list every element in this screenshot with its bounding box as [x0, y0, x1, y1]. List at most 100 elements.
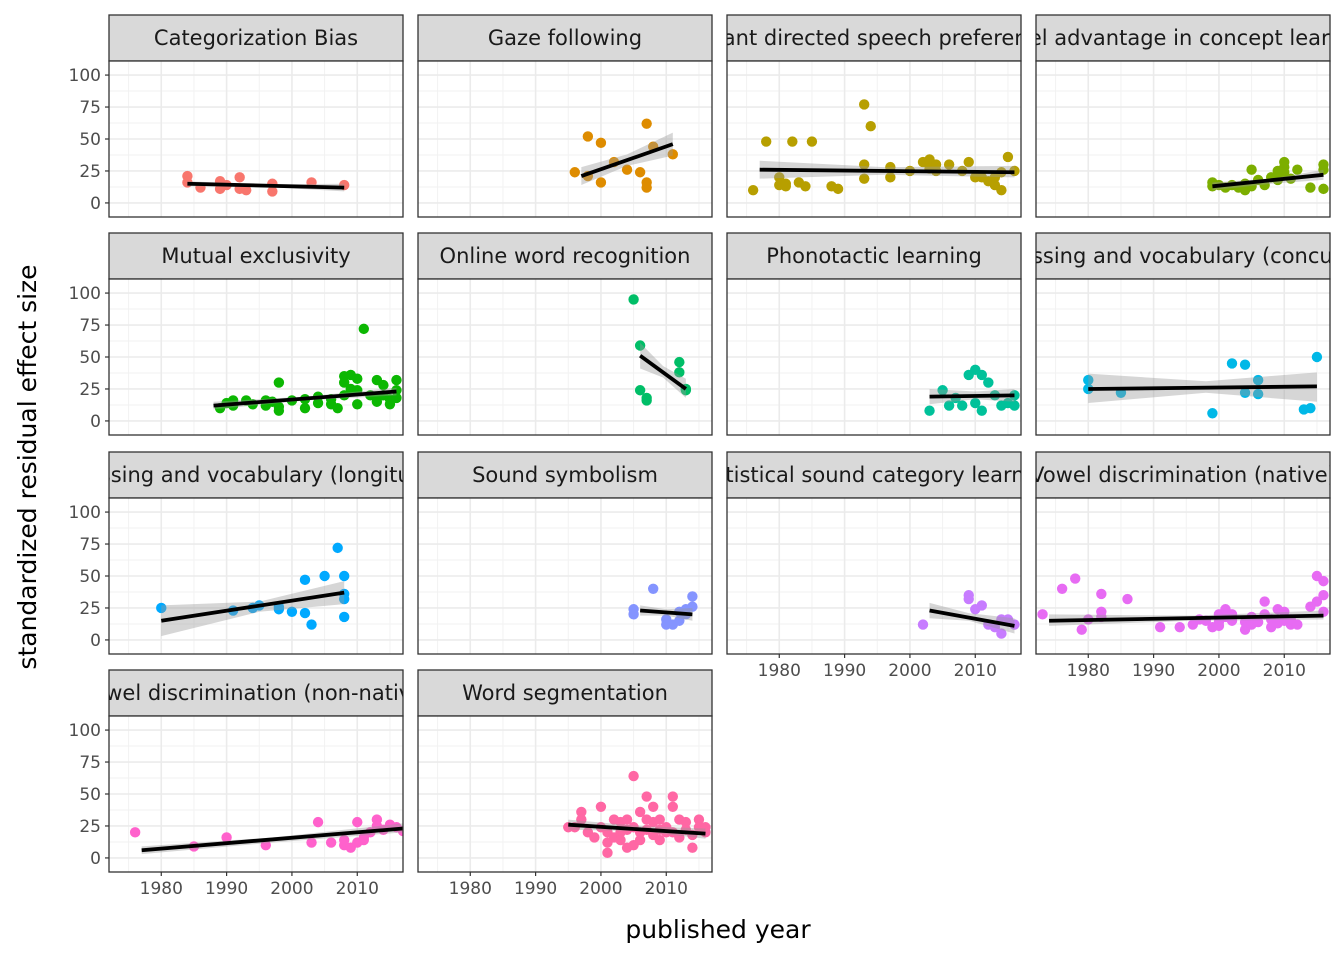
- trend-line: [1088, 384, 1317, 391]
- data-point: [339, 377, 350, 388]
- data-point: [1292, 619, 1303, 630]
- facet-panel: Vowel discrimination (native) 1980 1990 200…: [1030, 451, 1336, 681]
- data-point: [648, 801, 659, 812]
- data-point: [634, 340, 646, 351]
- data-point: [780, 181, 791, 192]
- data-point: [1305, 402, 1316, 414]
- data-point: [299, 574, 311, 586]
- trend-line: [141, 826, 403, 853]
- trend-line: [187, 181, 345, 190]
- data-point: [667, 791, 678, 802]
- data-point: [576, 814, 587, 825]
- x-tick-label: 1980: [758, 661, 801, 681]
- data-point: [924, 405, 935, 416]
- facet-title: Processing and vocabulary (concurrent): [974, 244, 1344, 268]
- panel-border: [417, 60, 713, 218]
- data-point: [761, 136, 772, 147]
- facet-strip: [417, 14, 713, 62]
- data-point: [674, 832, 685, 843]
- facet-strip: [417, 451, 713, 499]
- data-point: [937, 385, 948, 396]
- data-point: [667, 801, 678, 812]
- data-layer: [569, 118, 678, 193]
- data-point: [378, 379, 389, 391]
- data-point: [1246, 164, 1257, 175]
- data-point: [943, 400, 955, 411]
- data-point: [615, 834, 626, 846]
- data-point: [1213, 620, 1225, 632]
- data-point: [800, 181, 811, 192]
- data-point: [963, 593, 974, 605]
- y-tick-label: 25: [79, 162, 101, 182]
- data-point: [595, 177, 607, 188]
- data-point: [859, 99, 870, 110]
- facet-title: Vowel discrimination (native): [1030, 463, 1336, 487]
- data-point: [1226, 358, 1238, 369]
- data-point: [1076, 624, 1087, 635]
- y-tick-label: 100: [69, 721, 101, 741]
- facet-panel: Processing and vocabulary (longitudinal)…: [69, 451, 404, 655]
- y-tick-label: 0: [90, 849, 101, 869]
- panel-border: [417, 497, 713, 655]
- x-tick-label: 2000: [579, 879, 622, 899]
- trend-line: [759, 167, 1015, 175]
- x-tick-label: 2010: [954, 661, 997, 681]
- facet-title: Vowel discrimination (non-native): [80, 681, 433, 705]
- data-point: [352, 816, 363, 828]
- facet-panel: Word segmentation 1980 1990 2000 2010: [417, 669, 713, 899]
- y-tick-label: 50: [79, 130, 101, 150]
- data-point: [641, 791, 652, 802]
- trend-line: [160, 590, 345, 623]
- x-tick-label: 2000: [888, 661, 931, 681]
- x-axis-title: published year: [625, 915, 811, 944]
- data-point: [1002, 151, 1014, 163]
- x-tick-label: 1990: [823, 661, 866, 681]
- data-point: [747, 184, 759, 196]
- data-point: [654, 814, 665, 825]
- data-point: [595, 801, 607, 812]
- data-point: [384, 399, 396, 410]
- data-point: [806, 136, 818, 147]
- x-tick-label: 1990: [514, 879, 557, 899]
- data-point: [674, 615, 685, 626]
- data-point: [1207, 408, 1218, 419]
- data-point: [286, 606, 298, 618]
- data-point: [957, 400, 968, 411]
- data-point: [687, 842, 698, 853]
- panel-border: [1035, 497, 1331, 655]
- data-point: [674, 367, 685, 378]
- data-layer: [628, 294, 692, 406]
- data-point: [621, 814, 633, 825]
- facet-title: Word segmentation: [462, 681, 668, 705]
- y-tick-label: 100: [69, 503, 101, 523]
- y-tick-label: 75: [79, 753, 101, 773]
- data-point: [371, 396, 383, 407]
- trend-line: [213, 389, 397, 408]
- y-tick-label: 75: [79, 535, 101, 555]
- data-point: [569, 167, 580, 178]
- data-point: [674, 356, 685, 368]
- data-point: [273, 377, 285, 388]
- facet-strip: [108, 14, 404, 62]
- data-point: [774, 172, 785, 183]
- data-point: [306, 837, 317, 848]
- facet-panel: Infant directed speech preference: [726, 14, 1022, 218]
- data-point: [595, 137, 607, 149]
- data-point: [634, 385, 646, 396]
- data-layer: [747, 99, 1020, 196]
- facet-title: Online word recognition: [440, 244, 691, 268]
- data-layer: [628, 583, 698, 630]
- data-point: [687, 601, 698, 612]
- facet-title: Categorization Bias: [154, 26, 358, 50]
- data-point: [234, 172, 245, 183]
- data-point: [700, 822, 711, 833]
- x-tick-label: 1980: [140, 879, 183, 899]
- y-tick-label: 100: [69, 66, 101, 86]
- data-point: [983, 377, 994, 388]
- data-layer: [563, 770, 711, 859]
- facet-panel: Mutual exclusivity 0 25 50 75 100: [69, 232, 404, 436]
- panel-border: [726, 497, 1022, 655]
- data-point: [267, 186, 278, 197]
- data-point: [391, 392, 402, 404]
- data-point: [648, 583, 659, 594]
